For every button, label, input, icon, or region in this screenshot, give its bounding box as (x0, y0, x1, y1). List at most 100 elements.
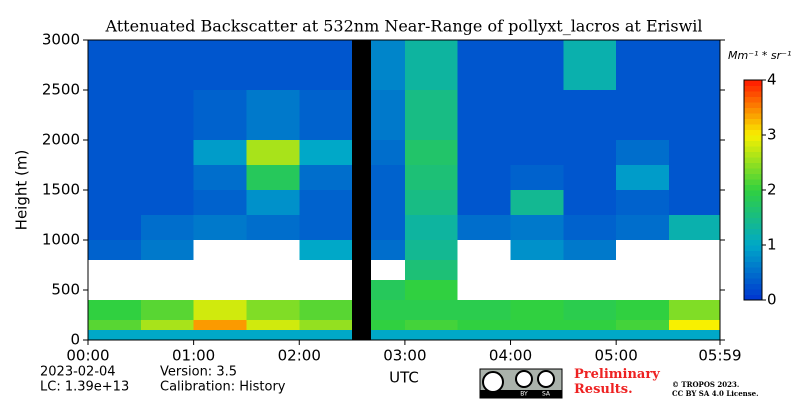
heatmap-cell (299, 40, 353, 90)
heatmap-cell (246, 165, 300, 190)
heatmap-cell (88, 280, 141, 300)
heatmap-cell (404, 140, 458, 165)
heatmap-cell (668, 215, 720, 240)
colorbar-step (744, 212, 762, 218)
colorbar-step (744, 278, 762, 284)
heatmap-cell (457, 190, 511, 215)
colorbar-step (744, 96, 762, 103)
colorbar-step (744, 85, 762, 92)
heatmap-cell (510, 330, 564, 340)
heatmap-cell (616, 40, 669, 90)
heatmap-cell (668, 165, 720, 190)
heatmap-cell (616, 330, 669, 340)
heatmap-cell (510, 240, 564, 260)
x-tick-label: 05:00 (595, 347, 638, 365)
version: Version: 3.5 (160, 365, 237, 380)
missing-data (352, 165, 372, 190)
colorbar-step (744, 168, 762, 174)
heatmap-cell (563, 90, 617, 140)
heatmap-cell (616, 140, 669, 165)
heatmap-cell (299, 190, 353, 215)
heatmap-cell (510, 215, 564, 240)
y-tick-label: 1500 (42, 181, 80, 199)
heatmap-cell (193, 190, 247, 215)
heatmap-cell (88, 215, 141, 240)
colorbar-step (744, 184, 762, 191)
heatmap-cell (563, 40, 617, 90)
colorbar-step (744, 250, 762, 257)
heatmap-cell (193, 40, 247, 90)
heatmap-cell (371, 240, 405, 260)
heatmap-cell (140, 300, 194, 320)
colorbar-step (744, 151, 762, 158)
heatmap-cell (668, 240, 720, 260)
heatmap-cell (140, 240, 194, 260)
heatmap-cell (193, 165, 247, 190)
colorbar-step (744, 129, 762, 136)
y-tick-label: 500 (51, 281, 80, 299)
heatmap-cell (457, 140, 511, 165)
heatmap-cell (457, 320, 511, 330)
colorbar-step (744, 140, 762, 147)
colorbar-label: Mm⁻¹ * sr⁻¹ (728, 49, 791, 62)
heatmap-cell (668, 140, 720, 165)
heatmap-cell (140, 280, 194, 300)
heatmap-cell (246, 240, 300, 260)
heatmap-cell (404, 40, 458, 90)
heatmap-cell (457, 240, 511, 260)
y-tick-label: 3000 (42, 31, 80, 49)
heatmap-cell (457, 300, 511, 320)
heatmap-cell (371, 280, 405, 300)
lidar-constant: LC: 1.39e+13 (40, 380, 129, 395)
heatmap-cell (563, 330, 617, 340)
missing-data (352, 90, 372, 140)
heatmap-cell (371, 140, 405, 165)
heatmap-cell (510, 40, 564, 90)
heatmap-cell (510, 90, 564, 140)
colorbar-step (744, 107, 762, 114)
heatmap-cell (668, 320, 720, 330)
heatmap-cell (371, 165, 405, 190)
heatmap-cell (371, 215, 405, 240)
colorbar-step (744, 173, 762, 180)
heatmap-cell (299, 320, 353, 330)
heatmap-cell (88, 165, 141, 190)
heatmap-cell (404, 90, 458, 140)
heatmap-cell (193, 260, 247, 280)
colorbar-step (744, 80, 762, 86)
missing-data (352, 320, 372, 330)
heatmap-cell (404, 260, 458, 280)
heatmap-cell (404, 165, 458, 190)
colorbar-step (744, 179, 762, 185)
colorbar-step (744, 157, 762, 163)
heatmap-cell (299, 90, 353, 140)
x-tick-label: 03:00 (383, 347, 426, 365)
copyright: © TROPOS 2023. (672, 380, 739, 389)
heatmap-cell (246, 300, 300, 320)
heatmap-cell (371, 330, 405, 340)
heatmap-cell (140, 40, 194, 90)
heatmap-cell (371, 300, 405, 320)
heatmap-cell (563, 190, 617, 215)
missing-data (352, 330, 372, 340)
heatmap-cell (140, 90, 194, 140)
heatmap-cell (616, 165, 669, 190)
heatmap-cell (404, 300, 458, 320)
colorbar-step (744, 272, 762, 279)
heatmap-cell (668, 300, 720, 320)
colorbar-tick-label: 0 (767, 291, 777, 309)
missing-data (352, 260, 372, 280)
heatmap-cell (246, 190, 300, 215)
heatmap-cell (299, 215, 353, 240)
heatmap-cell (299, 280, 353, 300)
heatmap-cell (246, 40, 300, 90)
heatmap-cell (246, 90, 300, 140)
x-axis-label: UTC (389, 369, 419, 387)
missing-data (352, 300, 372, 320)
logo-text: SA (542, 391, 551, 398)
y-tick-label: 2500 (42, 81, 80, 99)
heatmap-cell (563, 240, 617, 260)
heatmap-cell (193, 280, 247, 300)
heatmap-cell (616, 280, 669, 300)
heatmap-cell (299, 330, 353, 340)
